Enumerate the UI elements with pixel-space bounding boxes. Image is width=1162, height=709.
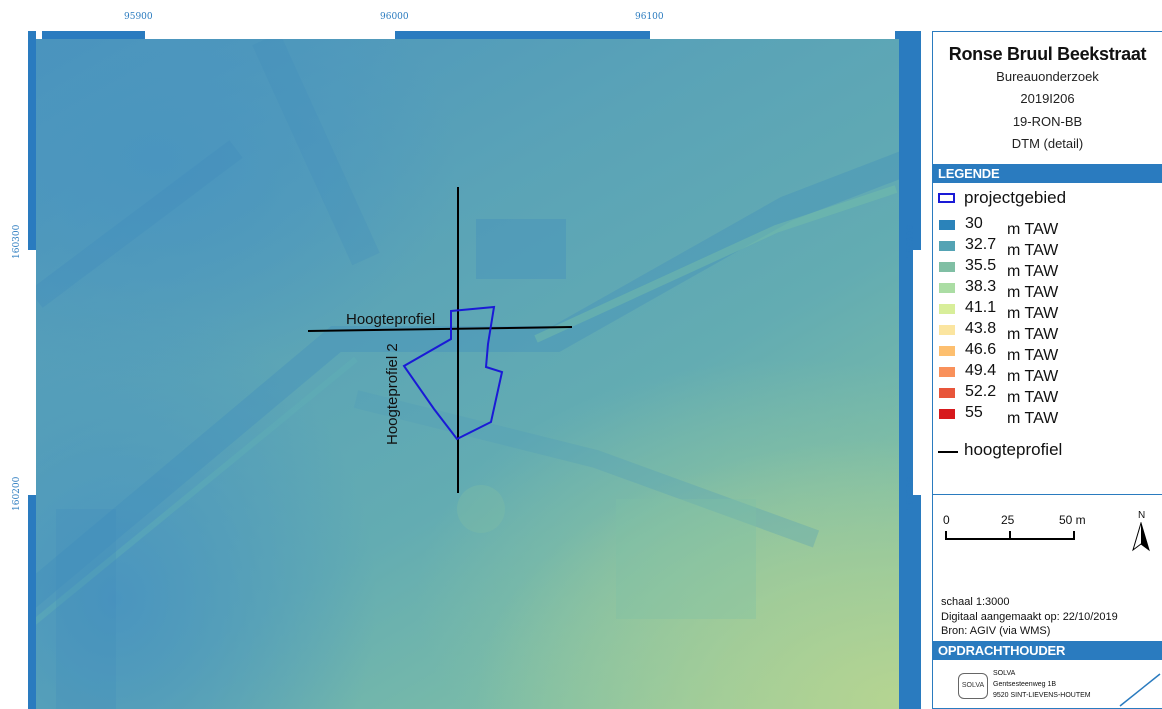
coord-top-96000: 96000 bbox=[380, 12, 409, 22]
frame-segment bbox=[28, 250, 36, 495]
frame-segment bbox=[650, 31, 895, 39]
elevation-swatch bbox=[939, 409, 955, 419]
map-title: Ronse Bruul Beekstraat bbox=[948, 44, 1147, 64]
legend-panel: Ronse Bruul Beekstraat Bureauonderzoek 2… bbox=[932, 31, 1162, 709]
subtitle-2: 2019I206 bbox=[1020, 91, 1075, 106]
road-feature bbox=[36, 140, 243, 308]
elevation-unit: m TAW bbox=[1007, 221, 1059, 238]
elevation-swatch bbox=[939, 367, 955, 377]
profile-label-1: Hoogteprofiel bbox=[346, 311, 436, 328]
scale-text: schaal 1:3000 bbox=[941, 596, 1010, 608]
elevation-swatch bbox=[939, 283, 955, 293]
road-feature bbox=[36, 356, 358, 625]
scale-tick-25: 25 bbox=[1001, 513, 1015, 527]
coord-left-160300: 160300 bbox=[12, 224, 22, 259]
elevation-unit: m TAW bbox=[1007, 410, 1059, 427]
elevation-value: 32.7 bbox=[965, 236, 997, 253]
north-label: N bbox=[1138, 510, 1146, 521]
road-feature bbox=[534, 185, 898, 343]
subtitle-4: DTM (detail) bbox=[1011, 136, 1084, 151]
elevation-unit: m TAW bbox=[1007, 242, 1059, 259]
elevation-value: 49.4 bbox=[965, 362, 997, 379]
field-feature bbox=[56, 509, 116, 709]
elevation-value: 41.1 bbox=[965, 299, 997, 316]
source-text: Bron: AGIV (via WMS) bbox=[941, 625, 1051, 637]
elevation-value: 38.3 bbox=[965, 278, 997, 295]
elevation-swatch bbox=[939, 262, 955, 272]
creation-date: Digitaal aangemaakt op: 22/10/2019 bbox=[941, 611, 1118, 623]
building-feature bbox=[476, 219, 566, 279]
client-address: SOLVA Gentsesteenweg 1B 9520 SINT-LIEVEN… bbox=[993, 668, 1091, 701]
coord-right-160300: 160300 bbox=[906, 224, 916, 259]
elevation-swatch bbox=[939, 388, 955, 398]
elevation-value: 46.6 bbox=[965, 341, 997, 358]
scale-bar-tick bbox=[945, 531, 947, 540]
elevation-unit: m TAW bbox=[1007, 284, 1059, 301]
client-street: Gentsesteenweg 1B bbox=[993, 681, 1057, 688]
scale-tick-0: 0 bbox=[943, 513, 950, 527]
scale-tick-50: 50 m bbox=[1059, 513, 1086, 527]
project-area-outline[interactable] bbox=[402, 305, 504, 441]
coord-top-95900: 95900 bbox=[124, 12, 153, 22]
north-arrow-icon bbox=[1132, 522, 1150, 552]
frame-segment bbox=[913, 250, 921, 495]
elevation-unit: m TAW bbox=[1007, 347, 1059, 364]
subtitle-3: 19-RON-BB bbox=[1012, 114, 1083, 129]
profile-line-1[interactable] bbox=[307, 326, 573, 332]
elevation-swatch bbox=[939, 220, 955, 230]
elevation-swatch bbox=[939, 304, 955, 314]
client-header: OPDRACHTHOUDER bbox=[933, 641, 1162, 660]
elevation-map[interactable]: Hoogteprofiel Hoogteprofiel 2 bbox=[36, 39, 899, 709]
coord-left-160200: 160200 bbox=[12, 476, 22, 511]
elevation-unit: m TAW bbox=[1007, 305, 1059, 322]
map-overlay bbox=[36, 39, 899, 709]
elevation-value: 55 bbox=[965, 404, 983, 421]
frame-segment bbox=[36, 31, 42, 39]
legend-header: LEGENDE bbox=[933, 164, 1162, 183]
frame-segment bbox=[145, 31, 395, 39]
elevation-swatch bbox=[939, 346, 955, 356]
road-feature bbox=[252, 39, 380, 266]
project-area-label: projectgebied bbox=[964, 188, 1067, 207]
round-feature bbox=[457, 485, 505, 533]
client-name: SOLVA bbox=[993, 670, 1016, 677]
elevation-swatch bbox=[939, 241, 955, 251]
client-logo: SOLVA bbox=[958, 673, 988, 699]
profile-legend-label: hoogteprofiel bbox=[964, 440, 1063, 459]
elevation-unit: m TAW bbox=[1007, 389, 1059, 406]
client-city: 9520 SINT-LIEVENS-HOUTEM bbox=[993, 692, 1091, 699]
building-feature bbox=[616, 499, 756, 619]
coord-right-160200: 160200 bbox=[906, 476, 916, 511]
elevation-unit: m TAW bbox=[1007, 326, 1059, 343]
profile-line-swatch bbox=[938, 451, 958, 453]
elevation-unit: m TAW bbox=[1007, 263, 1059, 280]
subtitle-1: Bureauonderzoek bbox=[996, 69, 1099, 84]
road-feature bbox=[353, 390, 820, 548]
project-area-swatch bbox=[938, 193, 955, 203]
profile-label-2: Hoogteprofiel 2 bbox=[384, 343, 401, 445]
elevation-value: 43.8 bbox=[965, 320, 997, 337]
scale-bar-tick bbox=[1073, 531, 1075, 540]
elevation-unit: m TAW bbox=[1007, 368, 1059, 385]
legend-divider bbox=[933, 494, 1162, 495]
scale-bar-tick bbox=[1009, 531, 1011, 540]
elevation-value: 52.2 bbox=[965, 383, 997, 400]
coord-top-96100: 96100 bbox=[635, 12, 664, 22]
elevation-value: 35.5 bbox=[965, 257, 997, 274]
elevation-swatch bbox=[939, 325, 955, 335]
corner-decoration bbox=[1119, 673, 1161, 707]
road-feature bbox=[36, 151, 899, 608]
elevation-value: 30 bbox=[965, 215, 983, 232]
